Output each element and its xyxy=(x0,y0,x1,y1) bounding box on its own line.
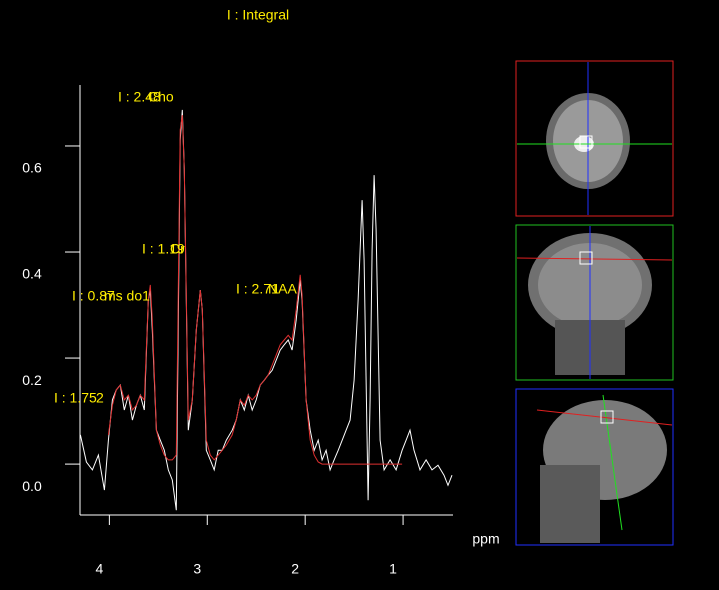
y-tick-label: 0.4 xyxy=(22,266,42,282)
y-tick-label: 0.2 xyxy=(22,372,42,388)
x-tick-label: 4 xyxy=(95,561,103,577)
peak-annotation: Cho xyxy=(148,89,174,105)
peak-annotation: NAA xyxy=(268,281,297,297)
chart-title: I : Integral xyxy=(227,7,289,23)
peak-annotation: 2 xyxy=(96,390,104,406)
x-tick-label: 2 xyxy=(291,561,299,577)
peak-annotation: I : 1.75 xyxy=(54,390,97,406)
sagittal-view xyxy=(515,388,674,546)
axial-view xyxy=(515,60,674,217)
y-tick-label: 0.0 xyxy=(22,478,42,494)
peak-annotation: Cr xyxy=(170,241,185,257)
peak-annotation: I : 2.48 xyxy=(118,89,161,105)
peak-annotation: ms do1 xyxy=(104,288,150,304)
x-axis-label: ppm xyxy=(472,531,499,547)
spectrum-line xyxy=(107,115,403,465)
y-tick-label: 0.6 xyxy=(22,160,42,176)
peak-annotation: I : 0.87 xyxy=(72,288,115,304)
x-tick-label: 1 xyxy=(389,561,397,577)
peak-annotation: I : 1.19 xyxy=(142,241,185,257)
coronal-view xyxy=(515,224,674,381)
spectrum-line xyxy=(79,109,453,511)
x-tick-label: 3 xyxy=(193,561,201,577)
peak-annotation: I : 2.71 xyxy=(236,281,279,297)
